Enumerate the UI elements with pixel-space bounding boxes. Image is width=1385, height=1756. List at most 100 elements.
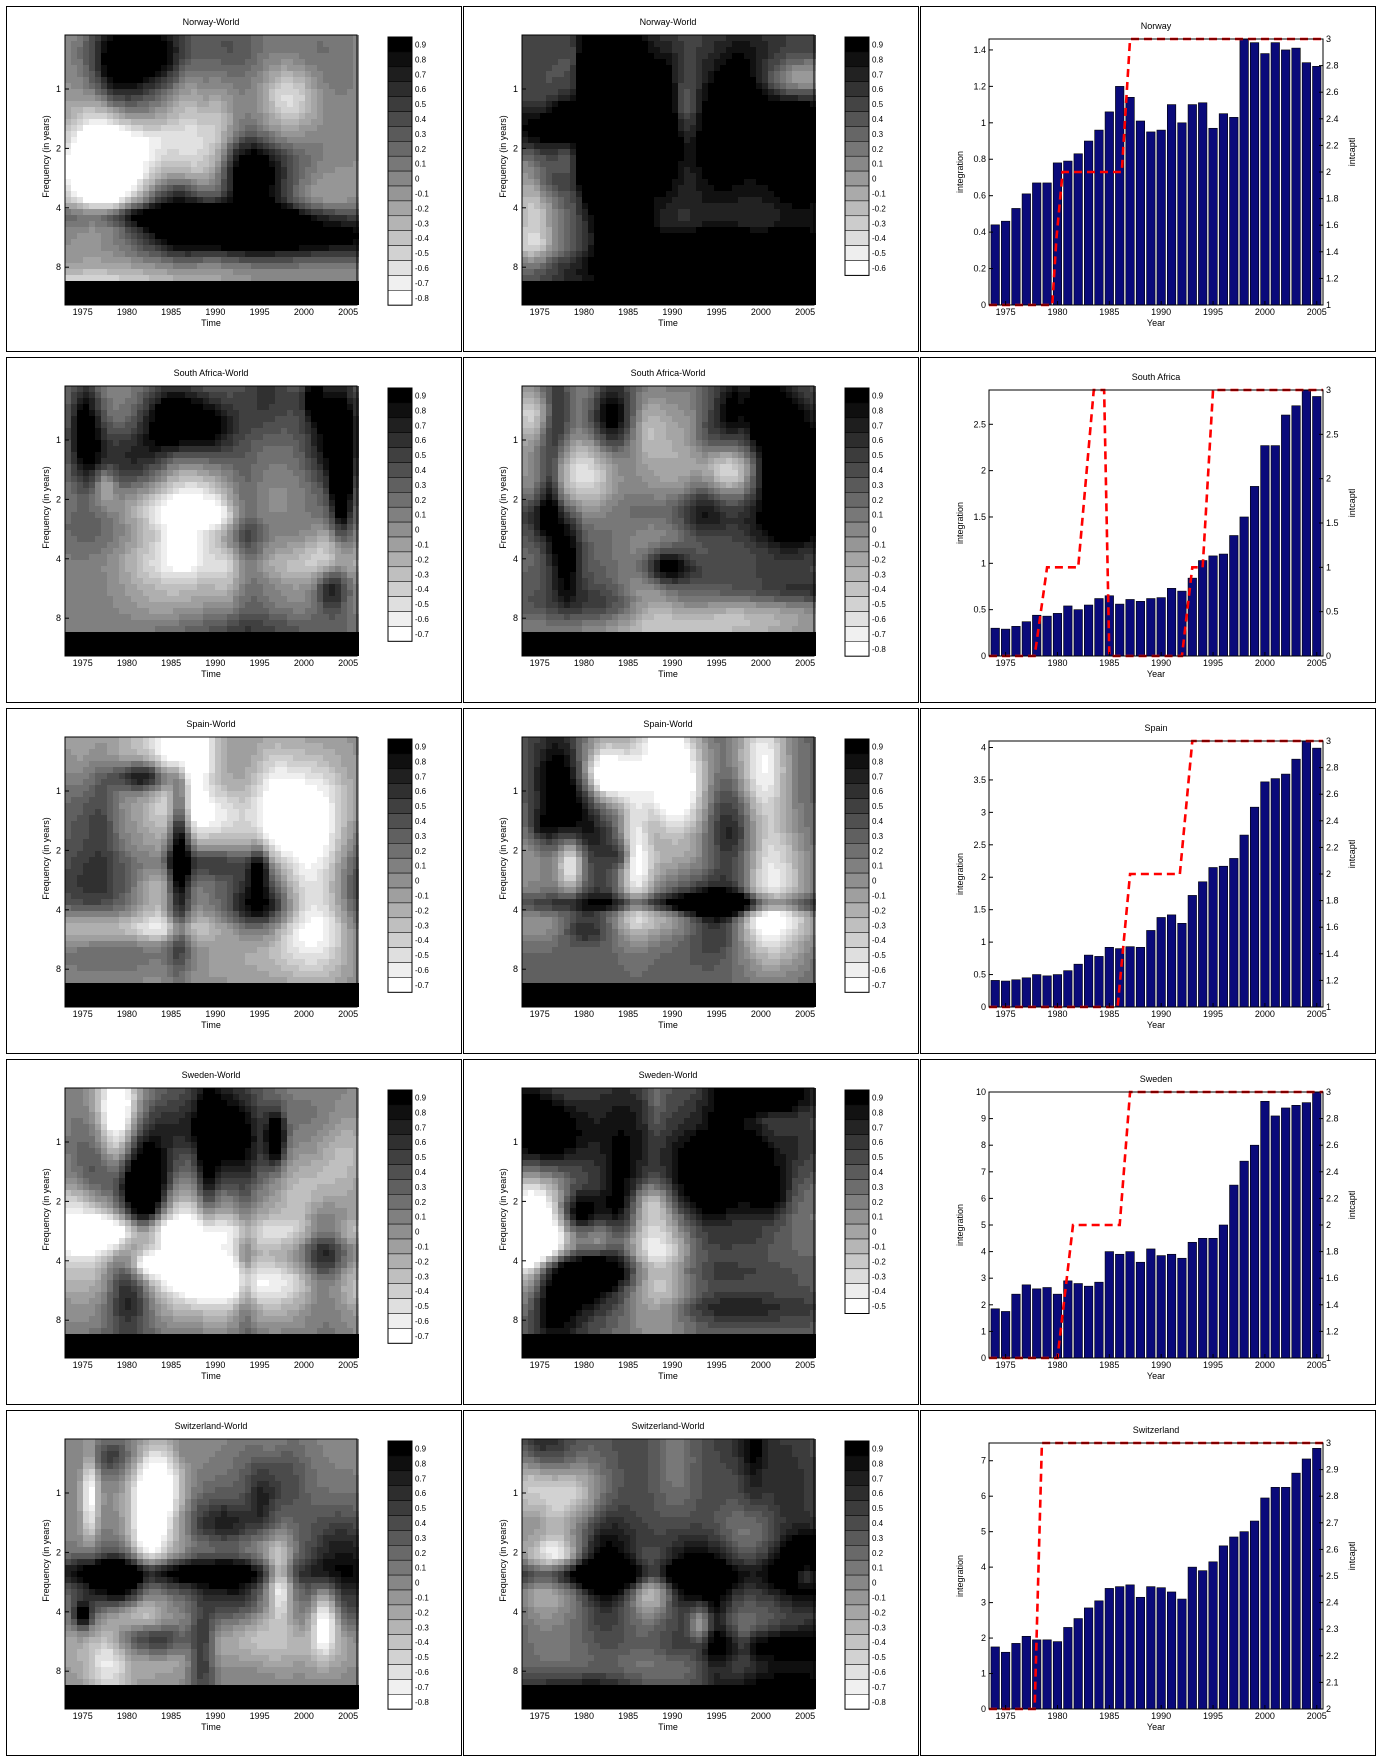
wavelet-cell	[179, 422, 185, 428]
wavelet-cell	[690, 287, 696, 293]
wavelet-cell	[245, 41, 251, 47]
wavelet-cell	[239, 59, 245, 65]
wavelet-cell	[582, 263, 588, 269]
wavelet-cell	[606, 137, 612, 143]
wavelet-cell	[191, 65, 197, 71]
wavelet-cell	[582, 95, 588, 101]
wavelet-cell	[774, 251, 780, 257]
wavelet-cell	[131, 143, 137, 149]
wavelet-cell	[690, 131, 696, 137]
wavelet-cell	[77, 386, 83, 392]
wavelet-cell	[522, 71, 528, 77]
wavelet-cell	[275, 119, 281, 125]
wavelet-cell	[630, 209, 636, 215]
wavelet-cell	[792, 65, 798, 71]
wavelet-cell	[125, 47, 131, 53]
wavelet-cell	[257, 416, 263, 422]
wavelet-cell	[317, 281, 323, 287]
wavelet-cell	[245, 77, 251, 83]
wavelet-cell	[726, 143, 732, 149]
wavelet-cell	[341, 392, 347, 398]
wavelet-cell	[768, 233, 774, 239]
wavelet-cell	[768, 119, 774, 125]
wavelet-cell	[630, 65, 636, 71]
wavelet-cell	[239, 101, 245, 107]
wavelet-cell	[191, 233, 197, 239]
wavelet-cell	[732, 299, 738, 305]
wavelet-cell	[317, 197, 323, 203]
wavelet-cell	[287, 59, 293, 65]
wavelet-cell	[792, 77, 798, 83]
wavelet-cell	[618, 227, 624, 233]
wavelet-cell	[732, 77, 738, 83]
wavelet-cell	[203, 293, 209, 299]
wavelet-cell	[552, 119, 558, 125]
wavelet-cell	[227, 149, 233, 155]
wavelet-cell	[744, 281, 750, 287]
y2-tick-label: 1.6	[1326, 220, 1339, 230]
wavelet-cell	[750, 173, 756, 179]
wavelet-cell	[323, 89, 329, 95]
wavelet-cell	[305, 239, 311, 245]
wavelet-cell	[810, 161, 816, 167]
wavelet-cell	[756, 125, 762, 131]
wavelet-cell	[786, 203, 792, 209]
wavelet-cell	[197, 416, 203, 422]
wavelet-cell	[756, 35, 762, 41]
wavelet-cell	[137, 77, 143, 83]
wavelet-cell	[582, 215, 588, 221]
wavelet-cell	[221, 239, 227, 245]
wavelet-cell	[636, 143, 642, 149]
wavelet-cell	[642, 245, 648, 251]
wavelet-cell	[311, 137, 317, 143]
wavelet-cell	[708, 89, 714, 95]
wavelet-cell	[678, 59, 684, 65]
wavelet-cell	[804, 215, 810, 221]
wavelet-cell	[125, 167, 131, 173]
wavelet-cell	[239, 263, 245, 269]
wavelet-cell	[642, 65, 648, 71]
wavelet-cell	[726, 89, 732, 95]
wavelet-cell	[708, 263, 714, 269]
wavelet-cell	[642, 161, 648, 167]
wavelet-cell	[203, 416, 209, 422]
wavelet-cell	[774, 263, 780, 269]
wavelet-cell	[582, 83, 588, 89]
wavelet-cell	[83, 233, 89, 239]
wavelet-cell	[125, 281, 131, 287]
wavelet-cell	[287, 65, 293, 71]
wavelet-cell	[233, 422, 239, 428]
wavelet-cell	[89, 293, 95, 299]
wavelet-cell	[323, 386, 329, 392]
wavelet-cell	[275, 47, 281, 53]
wavelet-cell	[780, 239, 786, 245]
wavelet-cell	[762, 155, 768, 161]
wavelet-cell	[209, 137, 215, 143]
wavelet-cell	[810, 179, 816, 185]
wavelet-cell	[678, 107, 684, 113]
wavelet-cell	[293, 416, 299, 422]
wavelet-cell	[245, 245, 251, 251]
wavelet-cell	[738, 227, 744, 233]
wavelet-cell	[546, 149, 552, 155]
wavelet-cell	[287, 35, 293, 41]
x-tick-label: 1975	[530, 307, 550, 317]
wavelet-cell	[636, 239, 642, 245]
wavelet-cell	[684, 71, 690, 77]
wavelet-cell	[702, 233, 708, 239]
wavelet-cell	[143, 113, 149, 119]
wavelet-cell	[630, 173, 636, 179]
wavelet-cell	[155, 281, 161, 287]
wavelet-cell	[702, 113, 708, 119]
wavelet-cell	[173, 161, 179, 167]
wavelet-cell	[624, 281, 630, 287]
wavelet-cell	[612, 155, 618, 161]
wavelet-cell	[131, 422, 137, 428]
wavelet-cell	[552, 95, 558, 101]
wavelet-cell	[792, 125, 798, 131]
wavelet-cell	[738, 281, 744, 287]
x-tick-label: 1975	[73, 307, 93, 317]
wavelet-cell	[281, 179, 287, 185]
wavelet-cell	[810, 281, 816, 287]
wavelet-cell	[95, 119, 101, 125]
